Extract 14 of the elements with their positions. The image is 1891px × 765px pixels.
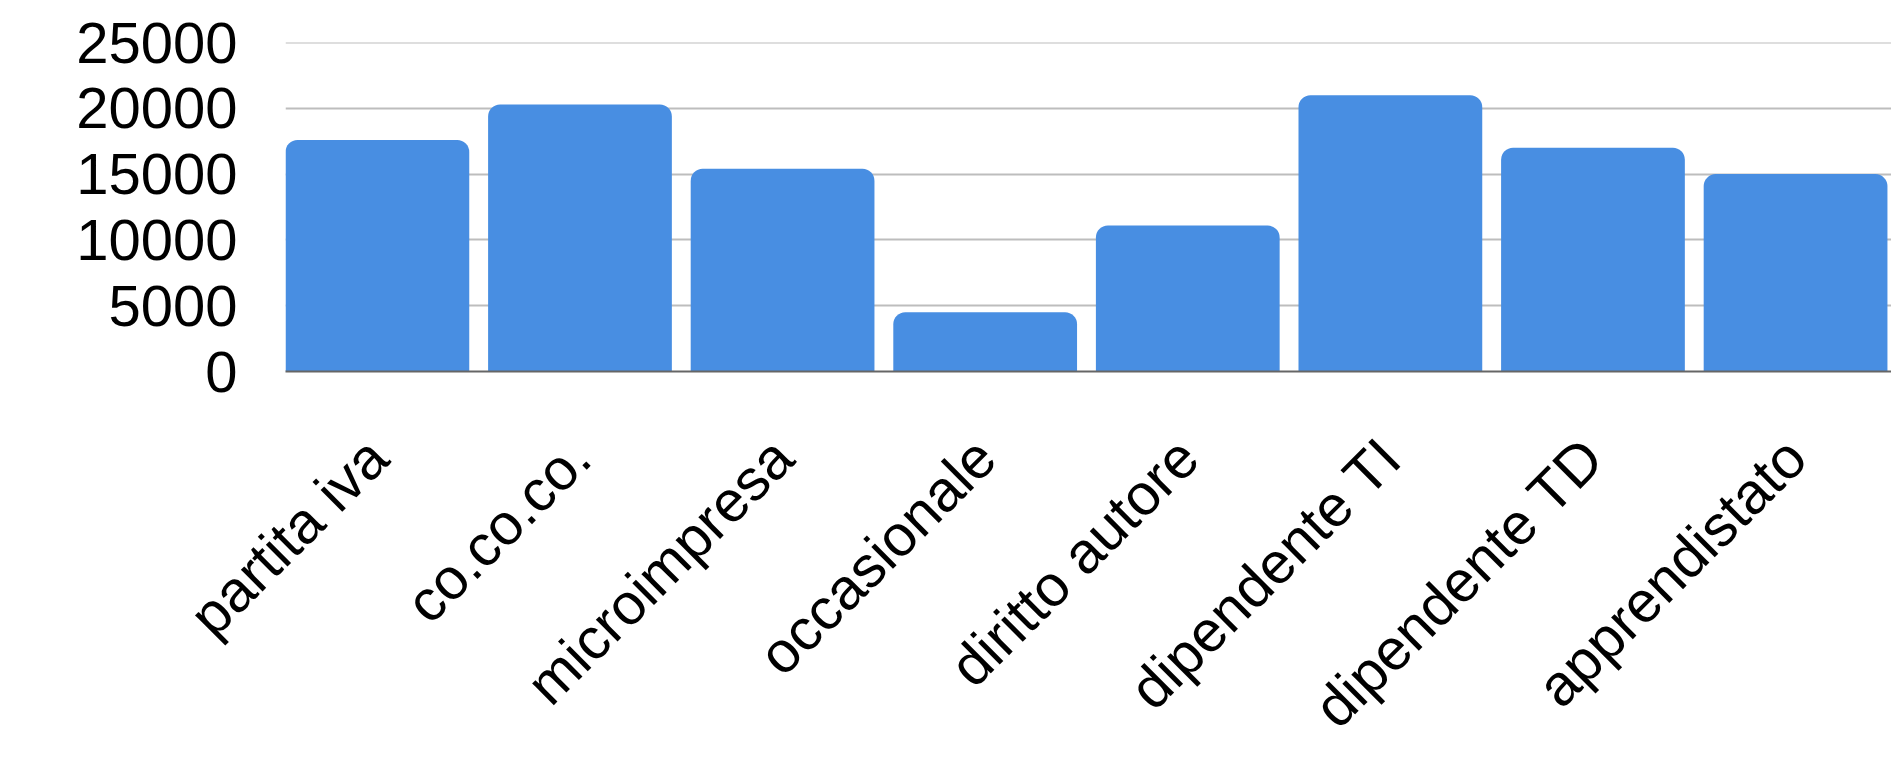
y-tick-label: 25000 (76, 9, 238, 75)
bar (893, 312, 1078, 372)
y-tick-label: 0 (205, 338, 238, 404)
bar (285, 139, 470, 372)
bar (1703, 174, 1888, 372)
bar (1298, 95, 1483, 372)
y-tick-label: 15000 (76, 141, 238, 207)
y-tick-label: 5000 (108, 272, 238, 338)
bar (1095, 225, 1280, 372)
y-tick-label: 20000 (76, 75, 238, 141)
bar (690, 168, 875, 372)
y-tick-label: 10000 (76, 206, 238, 272)
bar (1501, 147, 1685, 372)
bar (488, 104, 672, 372)
